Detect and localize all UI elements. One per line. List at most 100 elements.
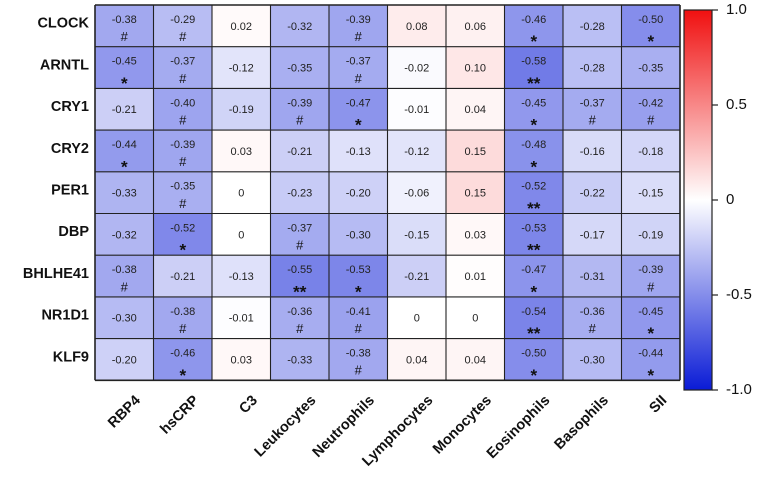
cell-value-label: -0.50 [521, 348, 546, 360]
row-labels: CLOCK ARNTL CRY1 CRY2 PER1 DBP BHLHE41 NR1D1 KLF… [23, 16, 90, 366]
cell-value-label: -0.30 [346, 229, 371, 241]
cell-fill [621, 213, 680, 256]
cell-value-label: -0.32 [112, 229, 137, 241]
cell-fill [270, 88, 329, 131]
cell-significance-mark: * [355, 282, 362, 301]
heatmap-cell: -0.58** [504, 46, 563, 93]
cell-value-label: -0.38 [346, 348, 371, 360]
cell-value-label: -0.37 [580, 97, 605, 109]
cell-significance-mark: * [530, 282, 537, 301]
heatmap-cell: -0.12 [212, 46, 271, 89]
cell-fill [563, 130, 622, 172]
cell-fill [153, 338, 212, 381]
heatmap-cell: -0.33 [270, 338, 329, 381]
cell-value-label: -0.17 [580, 229, 605, 241]
cell-value-label: -0.40 [170, 97, 195, 109]
heatmap-cell: -0.44 * [95, 130, 154, 176]
colorbar-tick-label: 0.5 [726, 96, 747, 113]
cell-value-label: -0.13 [346, 146, 371, 158]
cell-fill [95, 130, 154, 172]
cell-fill [212, 5, 271, 47]
row-label: ARNTL [40, 57, 89, 73]
column-label: Basophils [552, 393, 612, 453]
heatmap-cell: -0.50 * [504, 338, 563, 385]
cell-significance-mark: * [179, 241, 186, 260]
column-label: C3 [236, 393, 260, 417]
heatmap-cell: -0.36 # [563, 296, 622, 339]
cell-fill [153, 130, 212, 172]
cell-fill [387, 296, 446, 339]
cell-value-label: -0.36 [580, 306, 605, 318]
cell-value-label: -0.45 [638, 306, 663, 318]
heatmap-cell: -0.32 [95, 213, 154, 256]
cell-value-label: -0.30 [112, 313, 137, 325]
cell-significance-mark: * [530, 116, 537, 135]
cell-value-label: -0.45 [112, 56, 137, 68]
cell-value-label: -0.37 [287, 222, 312, 234]
cell-fill [270, 171, 329, 214]
cell-fill [212, 296, 271, 339]
cell-value-label: -0.01 [229, 313, 254, 325]
heatmap-cell: -0.39 # [270, 88, 329, 131]
heatmap-cell: -0.39 # [621, 255, 680, 297]
cell-fill [153, 255, 212, 297]
heatmap-cell: 0.04 [446, 338, 505, 381]
cell-fill [446, 5, 505, 47]
cell-fill [446, 88, 505, 131]
cell-value-label: -0.01 [404, 104, 429, 116]
cell-value-label: -0.42 [638, 97, 663, 109]
cell-value-label: -0.21 [404, 271, 429, 283]
cell-significance-mark: * [647, 32, 654, 51]
cell-value-label: -0.02 [404, 62, 429, 74]
cell-fill [212, 171, 271, 214]
cell-fill [95, 213, 154, 256]
cell-fill [563, 88, 622, 131]
cell-value-label: 0 [238, 229, 244, 241]
cell-significance-mark: # [647, 113, 655, 128]
cell-fill [563, 338, 622, 381]
cell-fill [329, 338, 388, 381]
cell-significance-mark: # [179, 71, 187, 86]
cell-value-label: 0.04 [406, 354, 427, 366]
row-label: KLF9 [53, 349, 89, 365]
cell-value-label: -0.52 [170, 222, 195, 234]
heatmap-cell: -0.48 * [504, 130, 563, 176]
cell-value-label: -0.47 [521, 264, 546, 276]
heatmap-cell: -0.32 [270, 5, 329, 47]
cell-fill [446, 338, 505, 381]
cell-fill [153, 88, 212, 131]
cell-value-label: -0.35 [638, 62, 663, 74]
cell-value-label: 0.15 [465, 188, 486, 200]
column-labels: RBP4 hsCRP C3LeukocytesNeutrophilsLymphocy… [105, 392, 670, 469]
cell-fill [387, 255, 446, 297]
cell-fill [95, 88, 154, 131]
cell-fill [504, 296, 563, 339]
cell-fill [446, 296, 505, 339]
cell-fill [153, 171, 212, 214]
heatmap-cell: -0.33 [95, 171, 154, 214]
cell-value-label: 0 [238, 188, 244, 200]
cell-fill [387, 213, 446, 256]
heatmap-cell: -0.38 # [153, 296, 212, 339]
cell-value-label: -0.52 [521, 181, 546, 193]
row-label: CLOCK [37, 16, 89, 32]
heatmap-cell: -0.16 [563, 130, 622, 172]
cell-fill [329, 171, 388, 214]
cell-fill [446, 130, 505, 172]
cell-value-label: 0.04 [465, 104, 486, 116]
cell-significance-mark: # [179, 113, 187, 128]
cell-fill [329, 213, 388, 256]
cell-fill [212, 88, 271, 131]
cell-fill [329, 46, 388, 89]
heatmap-cell: -0.55** [270, 255, 329, 301]
heatmap-cell: 0.01 [446, 255, 505, 297]
heatmap-cell: -0.50 * [621, 5, 680, 51]
cell-value-label: -0.12 [229, 62, 254, 74]
cell-value-label: -0.20 [112, 354, 137, 366]
heatmap-cell: -0.17 [563, 213, 622, 256]
heatmap-cell: 0.04 [387, 338, 446, 381]
column-label: Monocytes [430, 393, 495, 458]
cell-significance-mark: # [179, 29, 187, 44]
cell-value-label: -0.21 [287, 146, 312, 158]
